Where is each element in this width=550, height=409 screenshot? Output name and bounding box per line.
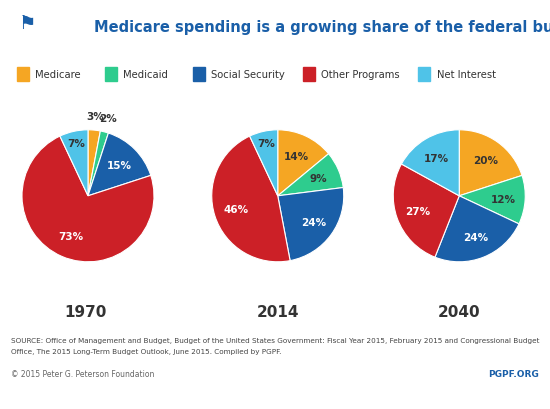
Bar [302, 68, 315, 82]
Text: Net Interest: Net Interest [437, 70, 496, 80]
Wedge shape [212, 137, 290, 262]
Wedge shape [88, 134, 151, 196]
Text: 1970: 1970 [64, 305, 107, 320]
Text: 73%: 73% [58, 232, 83, 242]
Bar [192, 68, 205, 82]
Text: FOUNDATION: FOUNDATION [37, 39, 78, 44]
Text: Medicaid: Medicaid [123, 70, 168, 80]
Text: Medicare: Medicare [35, 70, 81, 80]
Wedge shape [60, 130, 88, 196]
Wedge shape [88, 132, 108, 196]
Text: 7%: 7% [67, 139, 85, 148]
Text: 27%: 27% [405, 206, 430, 216]
Wedge shape [250, 130, 278, 196]
Text: ⚑: ⚑ [19, 16, 37, 34]
Text: SOURCE: Office of Management and Budget, Budget of the United States Government:: SOURCE: Office of Management and Budget,… [11, 337, 540, 344]
Wedge shape [393, 164, 459, 258]
Wedge shape [402, 130, 459, 196]
Text: 20%: 20% [473, 156, 498, 166]
Text: 14%: 14% [284, 151, 309, 162]
Text: Other Programs: Other Programs [321, 70, 400, 80]
Text: Office, The 2015 Long-Term Budget Outlook, June 2015. Compiled by PGPF.: Office, The 2015 Long-Term Budget Outloo… [11, 348, 282, 355]
Text: 12%: 12% [491, 194, 516, 204]
Wedge shape [22, 137, 154, 262]
Wedge shape [459, 176, 525, 225]
Text: 3%: 3% [87, 111, 104, 121]
Bar [16, 68, 29, 82]
Wedge shape [88, 130, 100, 196]
Wedge shape [435, 196, 519, 262]
Text: 24%: 24% [301, 217, 326, 227]
FancyBboxPatch shape [7, 7, 50, 49]
Text: PGPF.ORG: PGPF.ORG [488, 369, 539, 378]
Text: 2%: 2% [99, 114, 117, 124]
Bar [104, 68, 117, 82]
Wedge shape [278, 130, 328, 196]
Wedge shape [278, 188, 344, 261]
Text: Social Security: Social Security [211, 70, 285, 80]
Text: 7%: 7% [257, 139, 275, 148]
Text: 46%: 46% [223, 205, 248, 215]
Text: 9%: 9% [310, 174, 327, 184]
Text: 2014: 2014 [256, 305, 299, 320]
Text: 17%: 17% [424, 153, 449, 163]
Text: 15%: 15% [107, 160, 132, 170]
Text: 24%: 24% [463, 232, 488, 242]
Text: PETER G.: PETER G. [40, 16, 75, 22]
Text: © 2015 Peter G. Peterson Foundation: © 2015 Peter G. Peterson Foundation [11, 369, 155, 378]
Wedge shape [278, 154, 343, 196]
Text: PETERSON: PETERSON [36, 27, 78, 34]
Bar [418, 68, 430, 82]
Text: Medicare spending is a growing share of the federal budget: Medicare spending is a growing share of … [94, 20, 550, 35]
Text: 2040: 2040 [438, 305, 481, 320]
Wedge shape [459, 130, 522, 196]
